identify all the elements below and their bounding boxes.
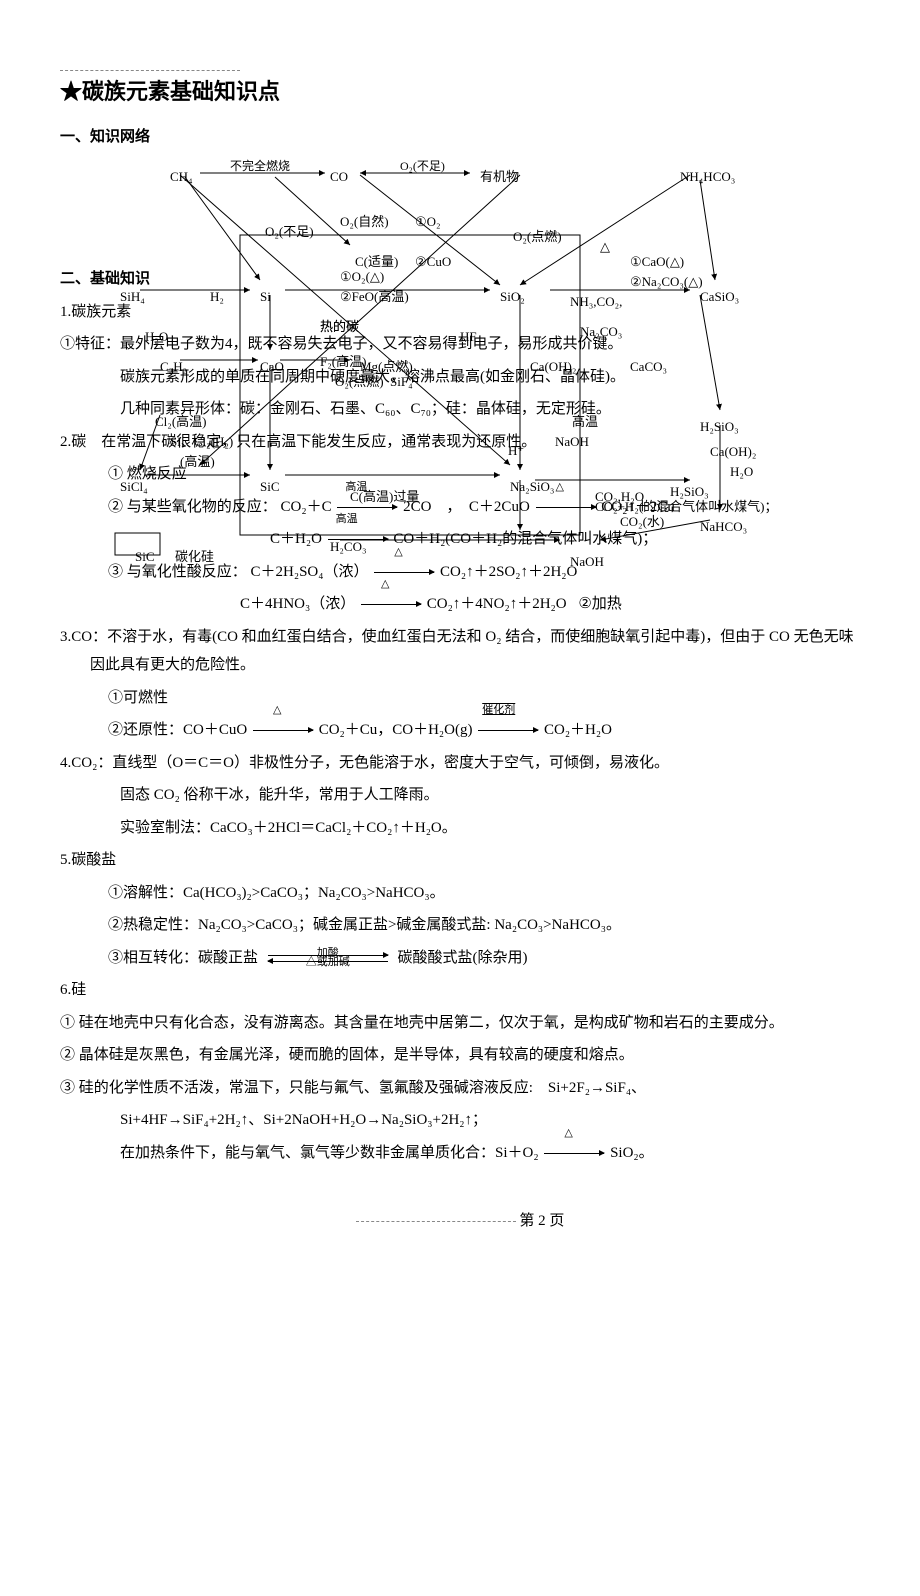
p2-6c: ②加热 [578, 596, 621, 612]
p2-3c: 2CO ， C＋2CuO [403, 499, 530, 515]
p2-3d: CO₂↑＋2Cu [601, 499, 675, 515]
arrow-lbl-cat: 催化剂 [482, 704, 515, 716]
diagram-edge-label-0: 不完全燃烧 [230, 155, 290, 178]
p2-6a: C＋4HNO₃（浓） [240, 596, 355, 612]
p2-1: 2.碳 在常温下碳很稳定，只在高温下能发生反应，通常表现为还原性。 [60, 428, 860, 457]
diagram-node-o2zr: O₂(自然) [340, 210, 389, 235]
p3-3: ②还原性：CO＋CuO △ CO₂＋Cu，CO＋H₂O(g) 催化剂 CO₂＋H… [60, 716, 860, 745]
diagram-node-o2a: ①O₂ [415, 210, 441, 235]
diagram-edge-label-1: O₂(不足) [400, 155, 445, 178]
p6-6a: 在加热条件下，能与氧气、氯气等少数非金属单质化合：Si＋O₂ [120, 1145, 539, 1161]
section-2-head: 二、基础知识 [60, 265, 860, 294]
section-1-head: 一、知识网络 [60, 123, 860, 152]
p2-4b: CO＋H₂(CO＋H₂的混合气体叫水煤气)； [393, 531, 657, 547]
arrow-lbl-delta-2: △ [394, 546, 402, 558]
diagram-node-tri: △ [600, 235, 610, 260]
p6-6b: SiO₂。 [610, 1145, 654, 1161]
arrow-icon [536, 507, 596, 508]
p6-4: ③ 硅的化学性质不活泼，常温下，只能与氟气、氢氟酸及强碱溶液反应: Si+2F₂… [60, 1074, 860, 1103]
arrow-icon [253, 730, 313, 731]
diagram-node-ch4: CH₄ [170, 165, 193, 190]
eq-bot: △或加碱 [268, 952, 388, 973]
footer-text: 第 2 页 [519, 1213, 564, 1229]
page-footer: 第 2 页 [60, 1207, 860, 1236]
p6-1: 6.硅 [60, 976, 860, 1005]
p2-2: ① 燃烧反应 [60, 460, 860, 489]
p2-5b: C＋2H₂SO₄（浓） [251, 564, 369, 580]
diagram-node-co: CO [330, 165, 348, 190]
diagram-node-o2bz: O₂(不足) [265, 220, 314, 245]
diagram-node-o2df: O₂(点燃) [513, 225, 562, 250]
p1-4: 几种同素异形体：碳：金刚石、石墨、C₆₀、C₇₀；硅：晶体硅，无定形硅。 [60, 395, 860, 424]
p4-3: 实验室制法：CaCO₃＋2HCl＝CaCl₂＋CO₂↑＋H₂O。 [60, 814, 860, 843]
p4-1: 4.CO₂：直线型（O＝C＝O）非极性分子，无色能溶于水，密度大于空气，可倾倒，… [60, 749, 860, 778]
arrow-icon [328, 539, 388, 540]
arrow-icon [544, 1153, 604, 1154]
p3-3a: ②还原性：CO＋CuO [108, 722, 247, 738]
diagram-node-org: 有机物 [480, 165, 519, 190]
arrow-lbl-delta-4: △ [273, 704, 281, 716]
p3-3b: CO₂＋Cu，CO＋H₂O(g) [319, 722, 473, 738]
arrow-icon [374, 572, 434, 573]
p2-5c: CO₂↑＋2SO₂↑＋2H₂O [440, 564, 577, 580]
p2-6: C＋4HNO₃（浓） △ CO₂↑＋4NO₂↑＋2H₂O ②加热 [60, 590, 860, 619]
arrow-icon [337, 507, 397, 508]
equilibrium-arrow-icon: 加酸 △或加碱 [268, 945, 388, 971]
p5-4: ③相互转化：碳酸正盐 加酸 △或加碱 碳酸酸式盐(除杂用) [60, 944, 860, 973]
p3-1: 3.CO：不溶于水，有毒(CO 和血红蛋白结合，使血红蛋白无法和 O₂ 结合，而… [60, 623, 860, 680]
page-title: ★碳族元素基础知识点 [60, 71, 860, 113]
p2-4: C＋H₂O 高温 CO＋H₂(CO＋H₂的混合气体叫水煤气)； [60, 525, 860, 554]
p5-4a: ③相互转化：碳酸正盐 [108, 950, 258, 966]
arrow-lbl-delta-3: △ [381, 578, 389, 590]
arrow-icon [478, 730, 538, 731]
p2-3b: CO₂＋C [281, 499, 332, 515]
p6-3: ② 晶体硅是灰黑色，有金属光泽，硬而脆的固体，是半导体，具有较高的硬度和熔点。 [60, 1041, 860, 1070]
p5-1: 5.碳酸盐 [60, 846, 860, 875]
arrow-icon [361, 604, 421, 605]
p5-4b: 碳酸酸式盐(除杂用) [398, 950, 528, 966]
arrow-lbl-gaowen-2: 高温 [336, 513, 358, 525]
arrow-lbl-delta-1: △ [556, 481, 564, 493]
arrow-lbl-delta-5: △ [564, 1127, 572, 1139]
p6-5: Si+4HF→SiF₄+2H₂↑、Si+2NaOH+H₂O→Na₂SiO₃+2H… [60, 1106, 860, 1135]
p5-2: ①溶解性：Ca(HCO₃)₂>CaCO₃；Na₂CO₃>NaHCO₃。 [60, 879, 860, 908]
p1-2: ①特征：最外层电子数为4，既不容易失去电子，又不容易得到电子，易形成共价键。 [60, 330, 860, 359]
p2-5a: ③ 与氧化性酸反应： [108, 564, 247, 580]
p3-3c: CO₂＋H₂O [544, 722, 612, 738]
arrow-lbl-gaowen-1: 高温 [345, 481, 367, 493]
p1-1: 1.碳族元素 [60, 298, 860, 327]
p4-2: 固态 CO₂ 俗称干冰，能升华，常用于人工降雨。 [60, 781, 860, 810]
p2-5: ③ 与氧化性酸反应： C＋2H₂SO₄（浓） △ CO₂↑＋2SO₂↑＋2H₂O [60, 558, 860, 587]
p6-2: ① 硅在地壳中只有化合态，没有游离态。其含量在地壳中居第二，仅次于氧，是构成矿物… [60, 1009, 860, 1038]
diagram-node-nh4hco3: NH₄HCO₃ [680, 165, 735, 190]
p6-6: 在加热条件下，能与氧气、氯气等少数非金属单质化合：Si＋O₂ △ SiO₂。 [60, 1139, 860, 1168]
p2-6b: CO₂↑＋4NO₂↑＋2H₂O [427, 596, 567, 612]
p1-3: 碳族元素形成的单质在同周期中硬度最大，熔沸点最高(如金刚石、晶体硅)。 [60, 363, 860, 392]
p2-3: ② 与某些氧化物的反应： CO₂＋C 高温 2CO ， C＋2CuO △ CO₂… [60, 493, 860, 522]
p2-4a: C＋H₂O [270, 531, 322, 547]
p2-3a: ② 与某些氧化物的反应： [108, 499, 277, 515]
p5-3: ②热稳定性：Na₂CO₃>CaCO₃；碱金属正盐>碱金属酸式盐: Na₂CO₃>… [60, 911, 860, 940]
p3-2: ①可燃性 [60, 684, 860, 713]
